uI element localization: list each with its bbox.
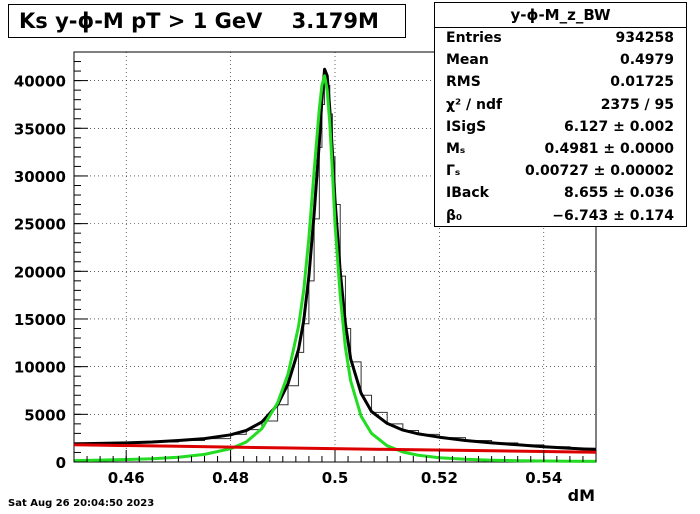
stats-value: −6.743 ± 0.174 (552, 207, 674, 224)
stats-row-mean: Mean 0.4979 (435, 50, 686, 72)
stats-row-iback: IBack 8.655 ± 0.036 (435, 183, 686, 205)
stats-value: 0.4979 (619, 52, 674, 69)
stats-key: β₀ (446, 207, 463, 224)
stats-value: 2375 / 95 (600, 96, 674, 113)
y-tick-label: 15000 (14, 311, 66, 329)
y-tick-label: 5000 (24, 406, 66, 424)
stats-value: 0.00727 ± 0.00002 (524, 163, 674, 180)
stats-key: RMS (446, 74, 481, 91)
y-tick-label: 0 (56, 454, 66, 472)
y-tick-label: 20000 (14, 263, 66, 281)
x-tick-label: 0.54 (525, 469, 562, 487)
x-axis-ticks: 0.46 0.48 0.5 0.52 0.54 (73, 450, 597, 487)
stats-value: 0.4981 ± 0.0000 (544, 140, 674, 157)
x-tick-label: 0.46 (108, 469, 145, 487)
stats-name: y-ϕ-M_z_BW (435, 3, 686, 28)
chart-title-box: Ks y-ϕ-M pT > 1 GeV 3.179M (8, 4, 406, 38)
y-axis-ticks: 0 5000 10000 15000 20000 25000 30000 35000 40000 (14, 51, 88, 472)
y-tick-label: 10000 (14, 359, 66, 377)
stats-row-gamma: Γₛ 0.00727 ± 0.00002 (435, 161, 686, 183)
stats-key: Mean (446, 52, 489, 69)
x-axis-label: dM (568, 486, 595, 505)
x-tick-label: 0.5 (322, 469, 349, 487)
y-tick-label: 30000 (14, 168, 66, 186)
stats-key: Γₛ (446, 163, 461, 180)
y-tick-label: 35000 (14, 120, 66, 138)
total-fit-curve (73, 67, 597, 452)
stats-row-rms: RMS 0.01725 (435, 72, 686, 94)
chart-title: Ks y-ϕ-M pT > 1 GeV 3.179M (19, 9, 379, 33)
y-tick-label: 40000 (14, 73, 66, 91)
stats-row-chi2: χ² / ndf 2375 / 95 (435, 95, 686, 117)
stats-key: Entries (446, 30, 502, 46)
stats-key: ISigS (446, 118, 487, 135)
stats-key: IBack (446, 185, 489, 202)
timestamp: Sat Aug 26 20:04:50 2023 (8, 498, 155, 509)
stats-value: 934258 (615, 30, 674, 46)
background-fit-curve (73, 443, 597, 454)
stats-row-isigs: ISigS 6.127 ± 0.002 (435, 117, 686, 139)
x-tick-label: 0.48 (212, 469, 249, 487)
stats-key: χ² / ndf (446, 96, 503, 113)
stats-row-beta: β₀ −6.743 ± 0.174 (435, 206, 686, 228)
x-tick-label: 0.52 (421, 469, 458, 487)
stats-value: 0.01725 (610, 74, 674, 91)
y-tick-label: 25000 (14, 216, 66, 234)
stats-key: Mₛ (446, 140, 466, 157)
stats-value: 8.655 ± 0.036 (563, 185, 674, 202)
stats-row-ms: Mₛ 0.4981 ± 0.0000 (435, 139, 686, 161)
stats-value: 6.127 ± 0.002 (563, 118, 674, 135)
stats-box: y-ϕ-M_z_BW Entries 934258 Mean 0.4979 RMS 0… (434, 2, 687, 227)
stats-row-entries: Entries 934258 (435, 28, 686, 50)
